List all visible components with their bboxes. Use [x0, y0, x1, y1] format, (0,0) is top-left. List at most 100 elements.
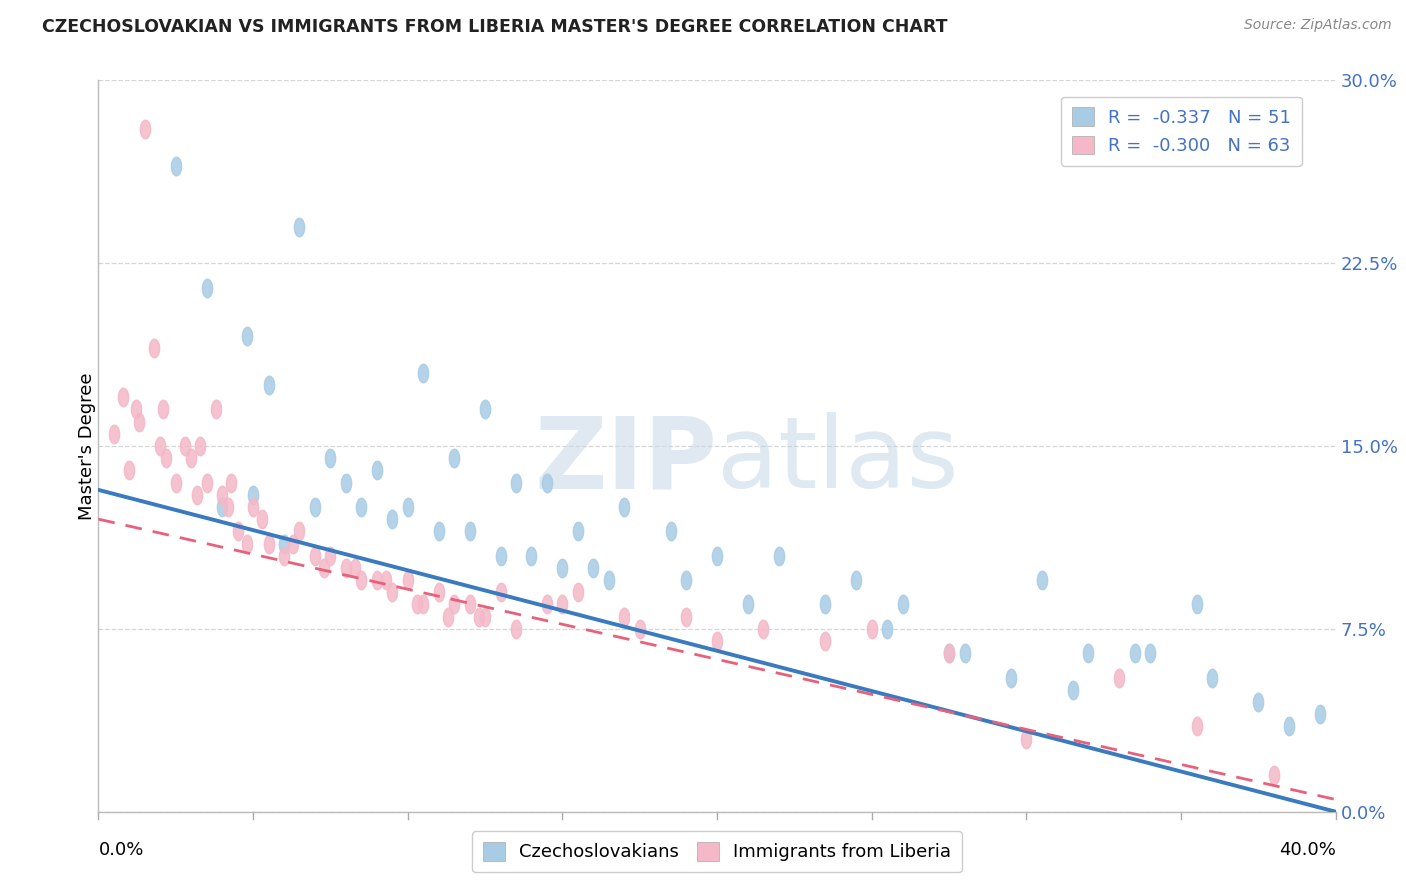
Point [195, 475, 218, 490]
Point [412, 366, 434, 380]
Point [953, 646, 976, 660]
Point [437, 609, 460, 624]
Point [304, 549, 326, 563]
Point [103, 426, 125, 441]
Point [366, 463, 388, 477]
Point [706, 549, 728, 563]
Point [242, 500, 264, 514]
Point [752, 622, 775, 636]
Point [737, 598, 759, 612]
Point [257, 536, 280, 550]
Point [474, 402, 496, 417]
Text: 0.0%: 0.0% [98, 841, 143, 859]
Point [1031, 573, 1053, 587]
Point [283, 536, 305, 550]
Point [845, 573, 868, 587]
Point [190, 439, 212, 453]
Point [155, 451, 177, 466]
Point [458, 598, 481, 612]
Point [1263, 768, 1285, 782]
Point [165, 159, 187, 173]
Point [350, 573, 373, 587]
Point [412, 598, 434, 612]
Point [613, 609, 636, 624]
Point [350, 500, 373, 514]
Point [366, 573, 388, 587]
Point [443, 451, 465, 466]
Point [551, 598, 574, 612]
Point [814, 598, 837, 612]
Point [489, 549, 512, 563]
Point [1139, 646, 1161, 660]
Point [1185, 719, 1208, 733]
Point [335, 561, 357, 575]
Point [613, 500, 636, 514]
Point [118, 463, 141, 477]
Point [242, 488, 264, 502]
Point [1278, 719, 1301, 733]
Point [443, 598, 465, 612]
Point [474, 609, 496, 624]
Point [288, 219, 311, 234]
Point [1000, 671, 1022, 685]
Legend: Czechoslovakians, Immigrants from Liberia: Czechoslovakians, Immigrants from Liberi… [472, 831, 962, 872]
Point [149, 439, 172, 453]
Point [551, 561, 574, 575]
Point [288, 524, 311, 539]
Point [221, 475, 243, 490]
Point [344, 561, 367, 575]
Point [112, 390, 135, 404]
Text: atlas: atlas [717, 412, 959, 509]
Point [520, 549, 543, 563]
Text: Source: ZipAtlas.com: Source: ZipAtlas.com [1244, 18, 1392, 32]
Point [659, 524, 682, 539]
Point [1108, 671, 1130, 685]
Point [876, 622, 898, 636]
Point [124, 402, 146, 417]
Point [675, 609, 697, 624]
Point [860, 622, 883, 636]
Point [134, 122, 156, 136]
Point [1309, 707, 1331, 722]
Point [1077, 646, 1099, 660]
Text: ZIP: ZIP [534, 412, 717, 509]
Point [319, 549, 342, 563]
Point [319, 451, 342, 466]
Point [675, 573, 697, 587]
Point [768, 549, 790, 563]
Point [489, 585, 512, 599]
Point [180, 451, 202, 466]
Point [314, 561, 336, 575]
Point [468, 609, 491, 624]
Point [406, 598, 429, 612]
Point [536, 598, 558, 612]
Point [381, 585, 404, 599]
Point [165, 475, 187, 490]
Point [427, 585, 450, 599]
Point [628, 622, 651, 636]
Point [938, 646, 960, 660]
Point [1015, 731, 1038, 746]
Point [335, 475, 357, 490]
Point [211, 488, 233, 502]
Point [152, 402, 174, 417]
Point [536, 475, 558, 490]
Point [304, 500, 326, 514]
Point [1185, 598, 1208, 612]
Point [1201, 671, 1223, 685]
Point [396, 500, 419, 514]
Point [174, 439, 197, 453]
Point [273, 536, 295, 550]
Point [257, 378, 280, 392]
Point [458, 524, 481, 539]
Point [891, 598, 914, 612]
Point [567, 585, 589, 599]
Point [236, 536, 259, 550]
Point [252, 512, 274, 526]
Point [375, 573, 398, 587]
Point [505, 475, 527, 490]
Point [706, 634, 728, 648]
Point [567, 524, 589, 539]
Point [582, 561, 605, 575]
Point [396, 573, 419, 587]
